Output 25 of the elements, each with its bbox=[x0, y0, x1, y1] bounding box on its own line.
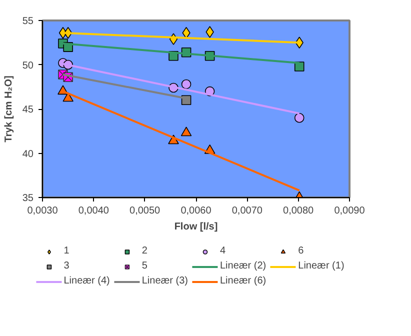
x-tick-label: 0,0060 bbox=[180, 206, 212, 216]
y-tick-label: 45 bbox=[22, 104, 34, 116]
y-tick-label: 40 bbox=[22, 148, 34, 160]
x-axis-title: Flow [l/s] bbox=[174, 222, 218, 232]
legend-label: 5 bbox=[142, 260, 148, 272]
legend-label: 6 bbox=[298, 246, 305, 256]
x-tick-label: 0,0040 bbox=[78, 206, 110, 216]
x-tick-label: 0,0050 bbox=[130, 206, 161, 216]
legend-label: Lineær (3) bbox=[142, 276, 188, 286]
legend-label: 2 bbox=[142, 246, 148, 256]
x-tick-label: 0,0030 bbox=[27, 206, 58, 216]
x-tick-label: 0,0090 bbox=[334, 206, 366, 216]
y-tick-label: 35 bbox=[22, 193, 34, 204]
legend-label: Lineær (2) bbox=[220, 260, 266, 272]
legend-label: Lineær (6) bbox=[220, 276, 266, 286]
legend-label: Lineær (4) bbox=[64, 276, 110, 286]
x-tick-label: 0,0080 bbox=[283, 206, 314, 216]
legend-label: 3 bbox=[64, 260, 70, 272]
y-axis-title: Tryk [cm H₂O] bbox=[3, 76, 14, 142]
legend-label: 4 bbox=[220, 246, 227, 256]
y-tick-label: 55 bbox=[22, 16, 34, 27]
x-tick-label: 0,0070 bbox=[232, 206, 263, 216]
legend-label: 1 bbox=[64, 246, 70, 256]
legend-label: Lineær (1) bbox=[298, 260, 344, 272]
y-tick-label: 50 bbox=[22, 60, 34, 72]
